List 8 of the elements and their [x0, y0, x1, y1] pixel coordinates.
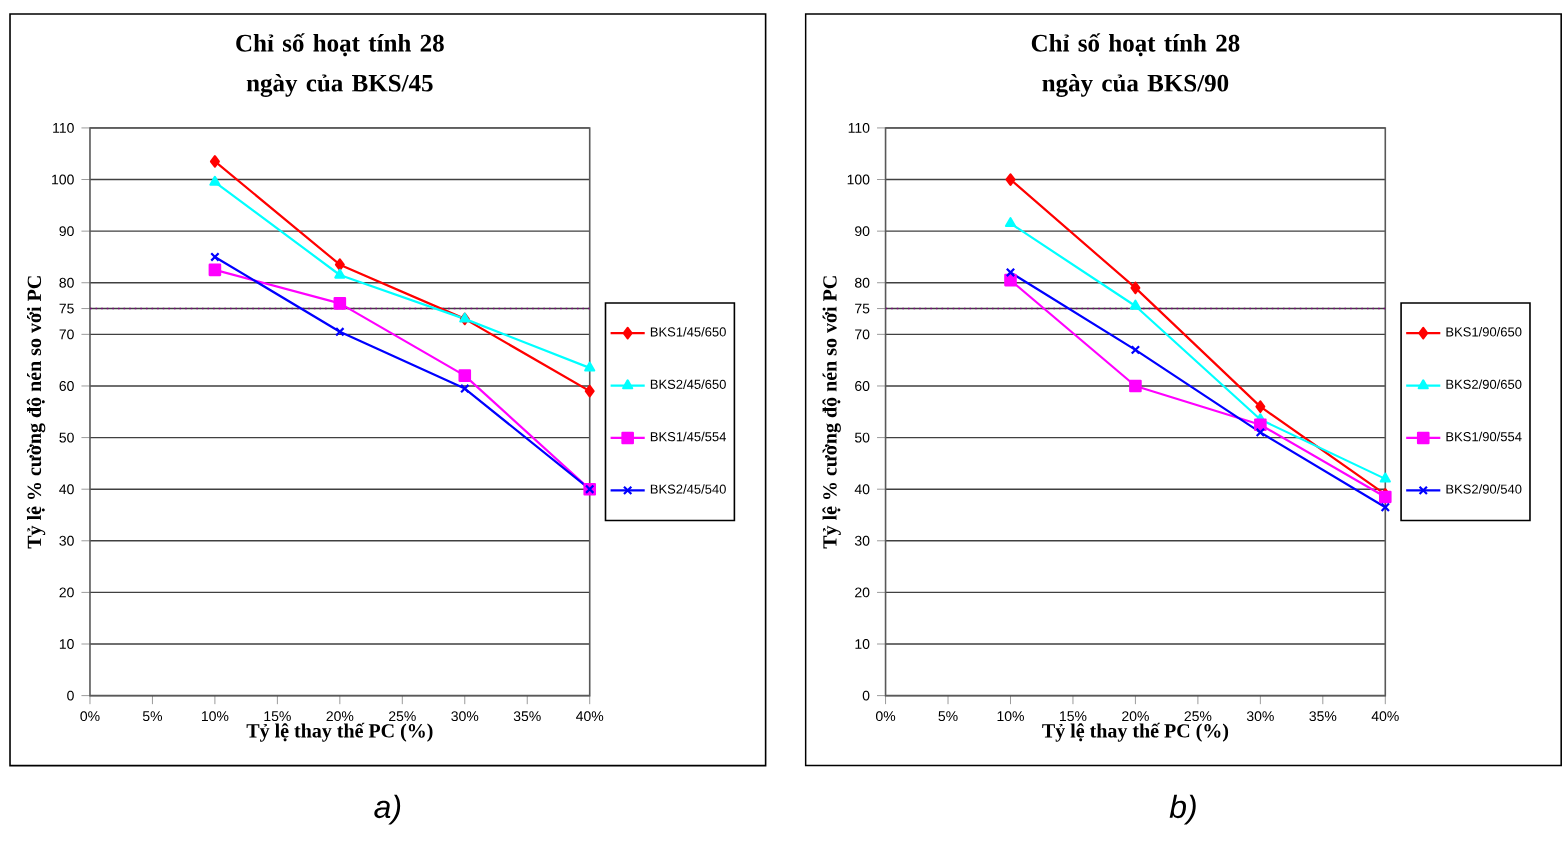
x-axis-title: Tỷ lệ thay thế PC (%) — [1042, 723, 1229, 742]
text: b) — [1169, 794, 1196, 825]
text: a) — [374, 794, 401, 825]
chart-title: Chỉ số hoạt tính 28 ngày của BKS/90 — [1031, 33, 1240, 98]
y-axis-title: Tỷ lệ % cường độ nén so với PC — [822, 276, 841, 549]
y-axis-title: Tỷ lệ % cường độ nén so với PC — [26, 276, 46, 549]
chart-title: Chỉ số hoạt tính 28 ngày của BKS/45 — [236, 33, 444, 98]
x-axis-title: Tỷ lệ thay thế PC (%) — [246, 723, 433, 742]
